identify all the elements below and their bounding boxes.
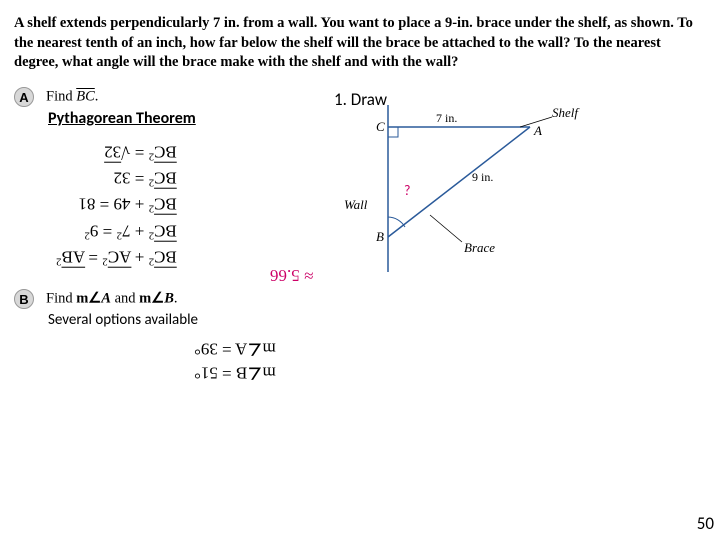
wall-label: Wall bbox=[344, 197, 368, 212]
part-a-subtitle: Pythagorean Theorem bbox=[48, 109, 314, 128]
part-b: B Find m∠A and m∠B. Several options avai… bbox=[14, 289, 706, 385]
eq-4: BC2 = 32 bbox=[56, 164, 177, 190]
part-b-subtitle: Several options available bbox=[48, 311, 706, 329]
part-b-find: Find m∠A and m∠B. bbox=[46, 291, 178, 307]
point-b: B bbox=[376, 229, 384, 244]
part-b-badge: B bbox=[14, 289, 34, 309]
problem-statement: A shelf extends perpendicularly 7 in. fr… bbox=[0, 0, 720, 81]
brace-label: Brace bbox=[464, 240, 495, 255]
angle-b: m∠B = 51° bbox=[194, 361, 276, 385]
shelf-label: Shelf bbox=[552, 105, 580, 120]
len-ca: 7 in. bbox=[436, 111, 457, 125]
len-ab: 9 in. bbox=[472, 170, 493, 184]
eq-2: BC2 + 72 = 92 bbox=[56, 217, 177, 243]
eq-3: BC2 + 49 = 81 bbox=[56, 190, 177, 216]
point-c: C bbox=[376, 119, 385, 134]
part-a-badge: A bbox=[14, 87, 34, 107]
angle-results: m∠B = 51° m∠A = 39° bbox=[194, 337, 276, 385]
part-a-equations: BC2 + AC2 = AB2 BC2 + 72 = 92 BC2 + 49 =… bbox=[56, 138, 177, 270]
question-mark: ? bbox=[404, 182, 411, 199]
part-a-find: Find BC. bbox=[46, 88, 98, 104]
triangle-diagram: Shelf Wall Brace C A B 7 in. 9 in. ? bbox=[330, 87, 590, 287]
angle-a: m∠A = 39° bbox=[194, 337, 276, 361]
brace-leader bbox=[430, 215, 462, 242]
approx-value: ≈ 5.66 bbox=[270, 265, 313, 285]
right-angle-mark bbox=[388, 127, 398, 137]
page-number: 50 bbox=[697, 513, 714, 534]
eq-5: BC2 = √32 bbox=[56, 138, 177, 164]
point-a: A bbox=[533, 123, 542, 138]
eq-1: BC2 + AC2 = AB2 bbox=[56, 243, 177, 269]
